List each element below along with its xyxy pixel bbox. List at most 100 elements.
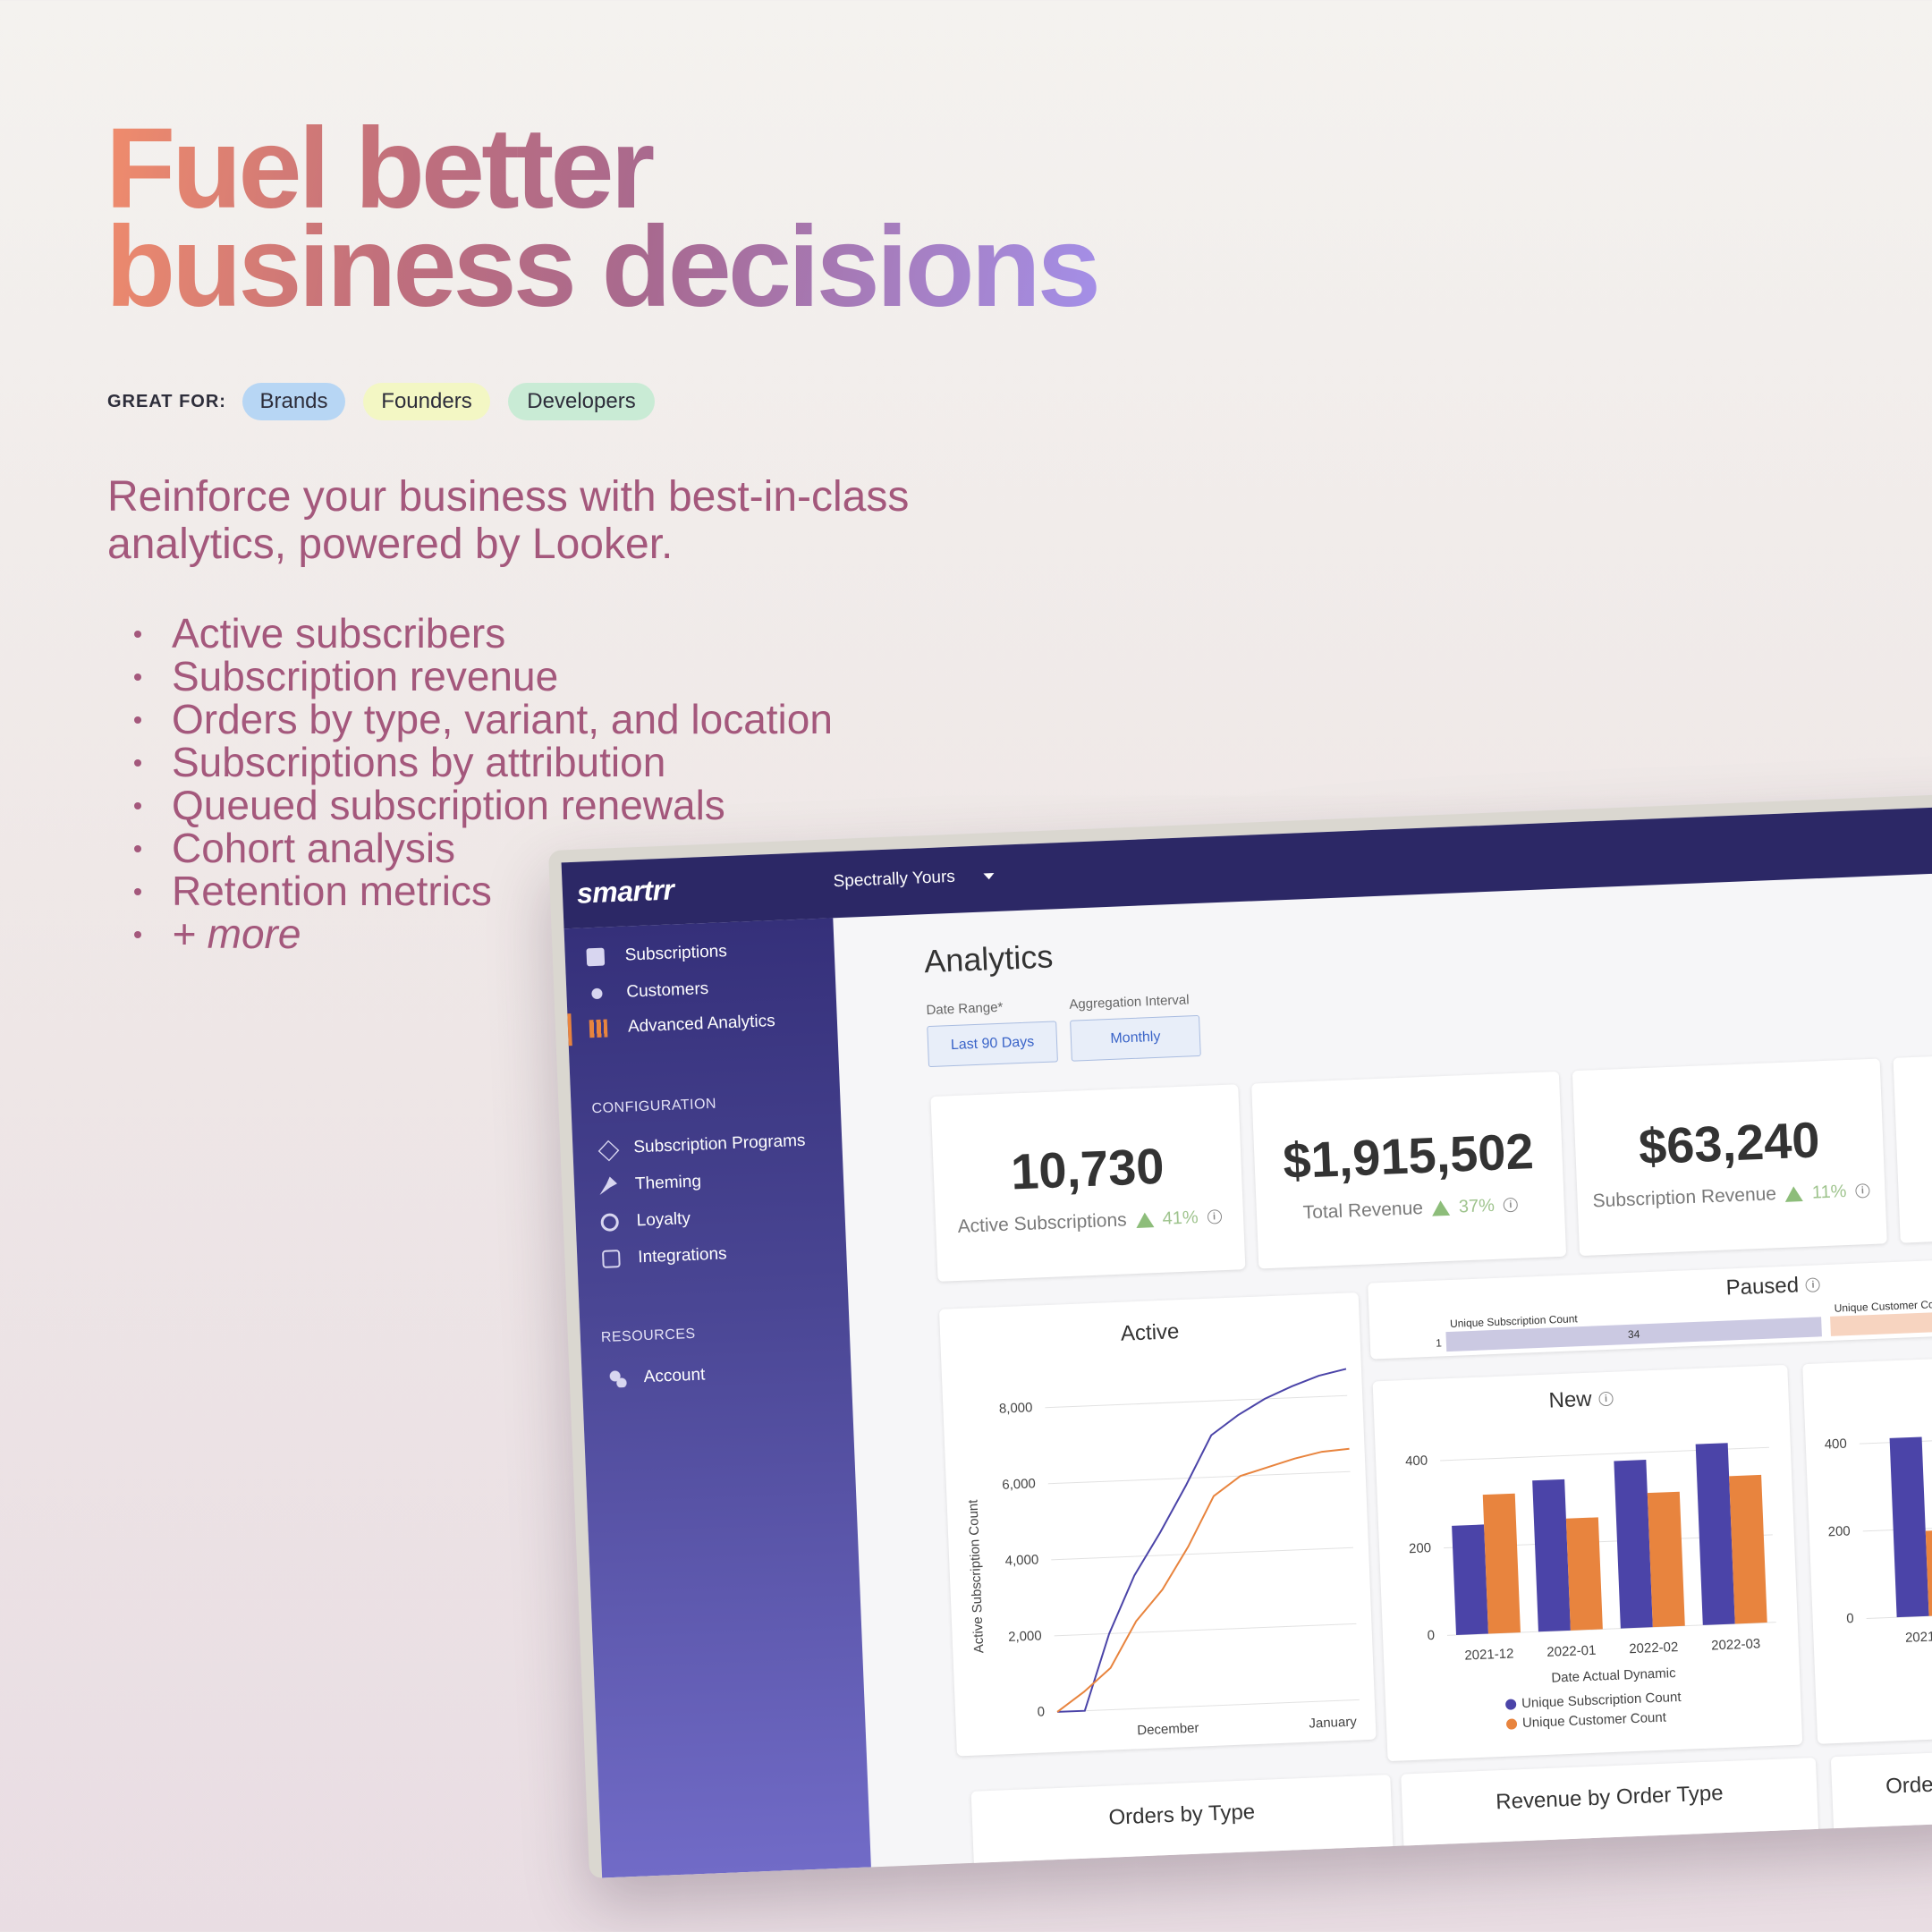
- bar: [1565, 1517, 1603, 1631]
- legend-marker: [1505, 1699, 1517, 1710]
- info-icon[interactable]: i: [1503, 1197, 1519, 1213]
- bar: [1532, 1479, 1571, 1632]
- nav-item[interactable]: Customers: [625, 979, 709, 1002]
- info-icon[interactable]: i: [1207, 1209, 1222, 1224]
- grid-line: [1866, 1613, 1932, 1620]
- feature: Queued subscription renewals: [134, 784, 833, 826]
- kpi-label: Active Subscriptions: [957, 1209, 1128, 1237]
- nav-item[interactable]: Integrations: [637, 1244, 727, 1267]
- bar-chart: Date Actual Dynamic 0 200 400 2021-12 2022-0…: [1405, 1443, 1776, 1731]
- table-title: Paused i: [1725, 1272, 1821, 1301]
- kpi-row: Active Subscriptions 41% i: [936, 1205, 1244, 1239]
- legend-label: Unique Customer Count: [1522, 1710, 1667, 1731]
- kpi-value: $63,240: [1637, 1111, 1821, 1175]
- y-axis-title: Active Subscription Count: [965, 1498, 987, 1653]
- description-line: Reinforce your business with best-in-cla…: [107, 473, 910, 521]
- table-title-text: Paused: [1725, 1273, 1800, 1301]
- column-header: Unique Customer Count: [1834, 1297, 1932, 1315]
- tag: Brands: [242, 383, 345, 420]
- chart-card: Active Active Subscription Count 0 2,000 4…: [938, 1292, 1377, 1757]
- kpi-card: 10,730 Active Subscriptions 41% i: [930, 1084, 1246, 1282]
- grid-line: [1045, 1394, 1348, 1409]
- y-tick-label: 0: [1037, 1704, 1045, 1719]
- bar: [1482, 1493, 1521, 1634]
- nav-icon: [589, 1019, 608, 1038]
- grid-line: [1057, 1699, 1360, 1713]
- kpi-change: 11%: [1811, 1181, 1847, 1203]
- kpi-card: [1893, 1046, 1932, 1243]
- bar: [1647, 1491, 1685, 1628]
- headline: Fuel better business decisions: [106, 120, 1097, 317]
- x-tick-label: 2022-01: [1546, 1643, 1597, 1660]
- row-index: 1: [1435, 1336, 1443, 1350]
- x-tick-label: 2022-03: [1711, 1636, 1761, 1653]
- nav-item[interactable]: Subscriptions: [624, 942, 728, 965]
- y-tick-label: 6,000: [1002, 1476, 1036, 1492]
- grid-line: [1051, 1546, 1354, 1561]
- y-tick-label: 200: [1827, 1523, 1851, 1539]
- info-icon[interactable]: i: [1805, 1277, 1821, 1292]
- nav-item[interactable]: Theming: [634, 1172, 702, 1194]
- legend-label: Unique Subscription Count: [1521, 1690, 1682, 1711]
- logo[interactable]: smartrr: [576, 873, 675, 910]
- chart-card: Order Count: [1830, 1742, 1932, 1865]
- description-line: analytics, powered by Looker.: [107, 521, 674, 568]
- up-arrow: [1784, 1185, 1804, 1202]
- up-arrow: [1135, 1211, 1154, 1228]
- x-tick-label: January: [1309, 1714, 1358, 1731]
- chart-card: 0 200 400 2021-12: [1802, 1350, 1932, 1744]
- kpi-label: Total Revenue: [1302, 1198, 1424, 1224]
- bar: [1614, 1460, 1653, 1629]
- y-tick-label: 2,000: [1008, 1628, 1042, 1644]
- dropdown-caret: [983, 873, 995, 880]
- y-tick-label: 4,000: [1004, 1552, 1038, 1568]
- chart-card: New i Date Actual Dynamic 0 200 400 2021-12 2…: [1372, 1364, 1803, 1762]
- x-tick-label: 2022-02: [1629, 1640, 1679, 1657]
- nav-item[interactable]: Loyalty: [636, 1208, 691, 1231]
- kpi-value: $1,915,502: [1282, 1123, 1535, 1190]
- filter-button[interactable]: Last 90 Days: [927, 1021, 1058, 1068]
- chart-title: Order Count: [1885, 1770, 1932, 1799]
- chart-card: Orders by Type: [970, 1775, 1395, 1879]
- x-tick-label: December: [1137, 1721, 1199, 1739]
- great-for-label: GREAT FOR:: [107, 392, 226, 411]
- feature: Cohort analysis: [134, 826, 833, 869]
- nav-icon: [608, 1368, 628, 1388]
- y-tick-label: 400: [1405, 1453, 1428, 1470]
- legend-marker: [1506, 1718, 1518, 1730]
- kpi-card: $63,240 Subscription Revenue 11% i: [1572, 1058, 1887, 1257]
- y-tick-label: 200: [1409, 1540, 1432, 1556]
- kpi-row: Total Revenue 37% i: [1257, 1192, 1565, 1226]
- tag: Founders: [363, 383, 490, 420]
- y-tick-label: 0: [1846, 1611, 1854, 1626]
- nav-item[interactable]: Account: [643, 1365, 706, 1387]
- nav-icon: [586, 947, 606, 967]
- feature-list: Active subscribers Subscription revenue …: [134, 612, 833, 955]
- feature: Subscription revenue: [134, 655, 833, 698]
- feature: + more: [134, 912, 833, 955]
- description: Reinforce your business with best-in-cla…: [107, 473, 909, 568]
- y-tick-label: 8,000: [999, 1400, 1033, 1416]
- bar-chart: 0 200 400 2021-12: [1824, 1436, 1932, 1646]
- grid-line: [1054, 1623, 1357, 1637]
- headline-line: business decisions: [106, 203, 1097, 331]
- tag: Developers: [508, 383, 655, 420]
- kpi-change: 41%: [1162, 1207, 1199, 1229]
- up-arrow: [1431, 1199, 1451, 1216]
- bar: [1695, 1443, 1735, 1625]
- bar: [1889, 1436, 1929, 1618]
- kpi-card: $1,915,502 Total Revenue 37% i: [1251, 1071, 1567, 1269]
- line-series: [1057, 1368, 1347, 1713]
- y-tick-label: 0: [1427, 1628, 1435, 1643]
- grid-line: [1047, 1470, 1351, 1485]
- feature: Orders by type, variant, and location: [134, 698, 833, 741]
- kpi-row: Subscription Revenue 11% i: [1577, 1179, 1885, 1213]
- x-tick-label: 2021-12: [1905, 1629, 1932, 1646]
- sidebar: [564, 918, 871, 1878]
- info-icon[interactable]: i: [1855, 1183, 1870, 1199]
- filter-button[interactable]: Monthly: [1070, 1014, 1201, 1062]
- feature: Retention metrics: [134, 869, 833, 912]
- chart-card: Revenue by Order Type: [1401, 1757, 1820, 1879]
- chart-title: Orders by Type: [1108, 1800, 1256, 1830]
